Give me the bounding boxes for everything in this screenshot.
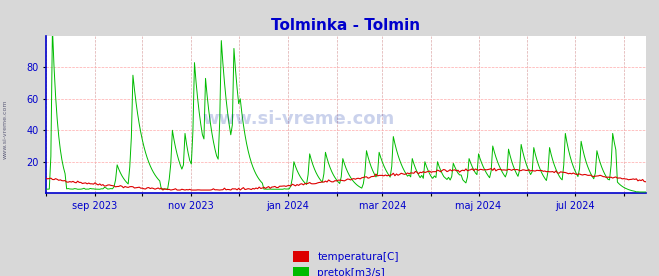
Text: www.si-vreme.com: www.si-vreme.com bbox=[3, 100, 8, 160]
Legend: temperatura[C], pretok[m3/s]: temperatura[C], pretok[m3/s] bbox=[289, 247, 403, 276]
Text: www.si-vreme.com: www.si-vreme.com bbox=[202, 110, 394, 128]
Title: Tolminka - Tolmin: Tolminka - Tolmin bbox=[272, 18, 420, 33]
